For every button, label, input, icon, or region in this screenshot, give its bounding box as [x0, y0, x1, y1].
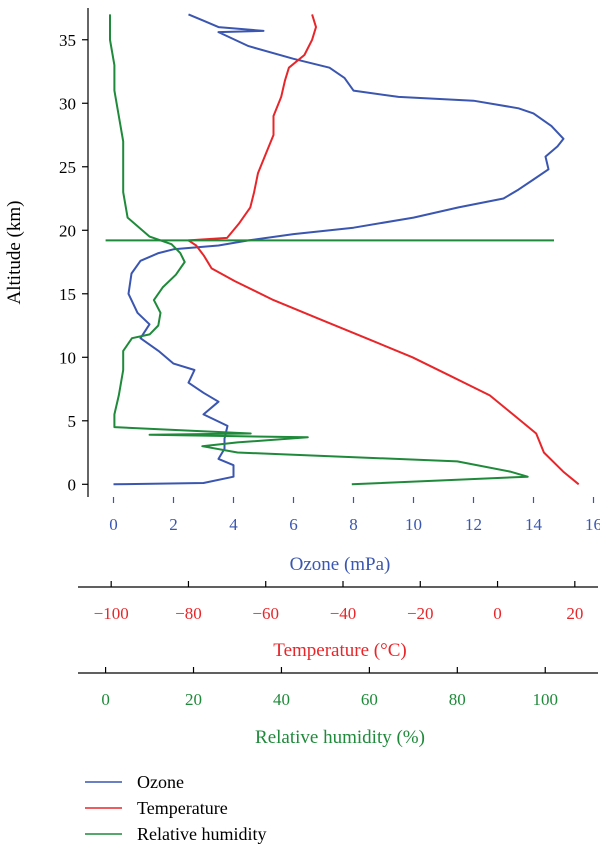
legend-label: Relative humidity [137, 824, 266, 844]
humidity-tick-label: 100 [532, 690, 558, 709]
humidity-tick-label: 80 [449, 690, 466, 709]
temperature-tick-label: 20 [566, 604, 583, 623]
ozone-tick-label: 2 [169, 515, 178, 534]
ozone-tick-label: 8 [349, 515, 358, 534]
temperature-tick-label: −80 [175, 604, 202, 623]
y-tick-label: 0 [68, 475, 77, 494]
y-tick-label: 10 [59, 348, 76, 367]
temperature-tick-label: −40 [330, 604, 357, 623]
ozone-tick-label: 4 [229, 515, 238, 534]
ozone-tick-label: 0 [109, 515, 118, 534]
ozone-tick-label: 12 [465, 515, 482, 534]
humidity-tick-label: 0 [101, 690, 110, 709]
temperature-tick-label: −100 [94, 604, 129, 623]
ozone-tick-label: 16 [585, 515, 600, 534]
temperature-tick-label: 0 [493, 604, 502, 623]
ozone-tick-label: 10 [405, 515, 422, 534]
ozone-series-line [113, 13, 565, 486]
y-tick-label: 30 [59, 94, 76, 113]
y-tick-label: 25 [59, 158, 76, 177]
humidity-tick-label: 60 [361, 690, 378, 709]
temperature-series-line [187, 14, 580, 486]
y-axis-title: Altitude (km) [4, 201, 25, 305]
y-tick-label: 35 [59, 31, 76, 50]
temperature-tick-label: −20 [407, 604, 434, 623]
y-tick-label: 5 [68, 412, 77, 431]
ozone-tick-label: 6 [289, 515, 298, 534]
y-tick-label: 20 [59, 221, 76, 240]
temperature-tick-label: −60 [252, 604, 279, 623]
humidity-series-line [109, 14, 529, 486]
ozone-tick-label: 14 [525, 515, 543, 534]
legend-label: Temperature [137, 798, 228, 818]
y-tick-label: 15 [59, 285, 76, 304]
humidity-axis-title: Relative humidity (%) [255, 727, 425, 748]
humidity-tick-label: 20 [185, 690, 202, 709]
humidity-tick-label: 40 [273, 690, 290, 709]
temperature-axis-title: Temperature (°C) [273, 640, 406, 661]
legend-label: Ozone [137, 772, 184, 792]
ozone-axis-title: Ozone (mPa) [290, 554, 391, 575]
